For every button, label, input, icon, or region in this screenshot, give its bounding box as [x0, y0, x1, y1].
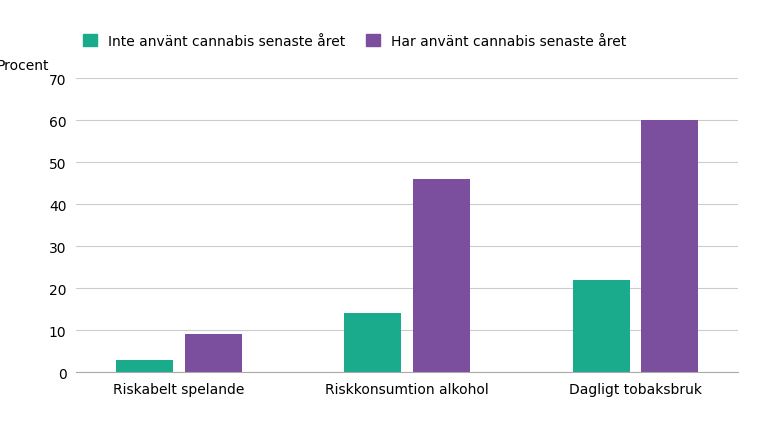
Bar — [344, 314, 402, 372]
Bar — [641, 121, 699, 372]
Text: Procent: Procent — [0, 59, 49, 73]
Bar — [412, 180, 470, 372]
Bar — [116, 360, 173, 372]
Bar — [572, 280, 630, 372]
Bar — [184, 335, 242, 372]
Legend: Inte använt cannabis senaste året, Har använt cannabis senaste året: Inte använt cannabis senaste året, Har a… — [83, 35, 626, 49]
